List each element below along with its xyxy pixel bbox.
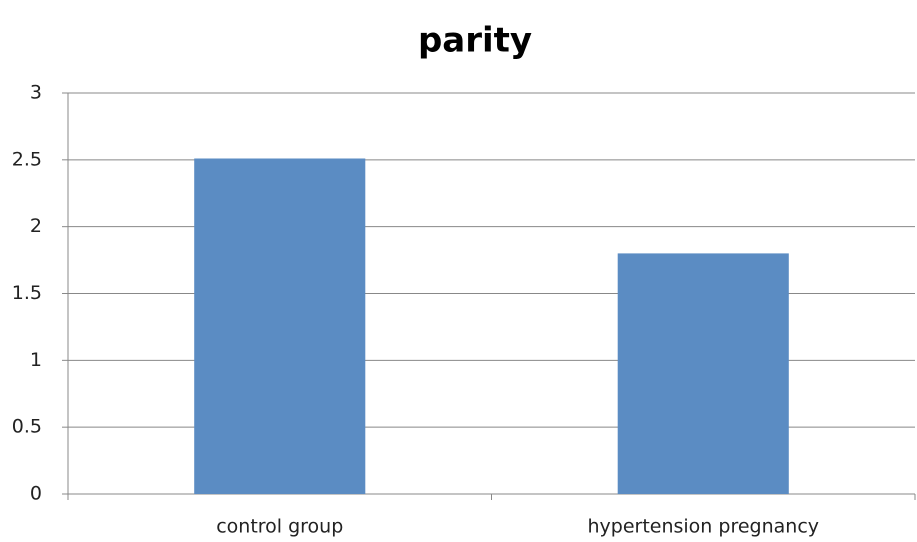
y-tick-label: 0 (30, 483, 42, 505)
y-tick-label: 1 (30, 349, 42, 371)
chart-title: parity (418, 21, 532, 61)
y-tick-label: 3 (30, 82, 42, 104)
y-tick-label: 2 (30, 215, 42, 237)
bar (194, 158, 366, 494)
bar (617, 253, 789, 494)
x-tick-label: control group (216, 516, 343, 538)
x-tick-label: hypertension pregnancy (587, 516, 819, 538)
y-tick-label: 0.5 (12, 416, 42, 438)
y-tick-label: 1.5 (12, 282, 42, 304)
y-tick-label: 2.5 (12, 148, 42, 170)
